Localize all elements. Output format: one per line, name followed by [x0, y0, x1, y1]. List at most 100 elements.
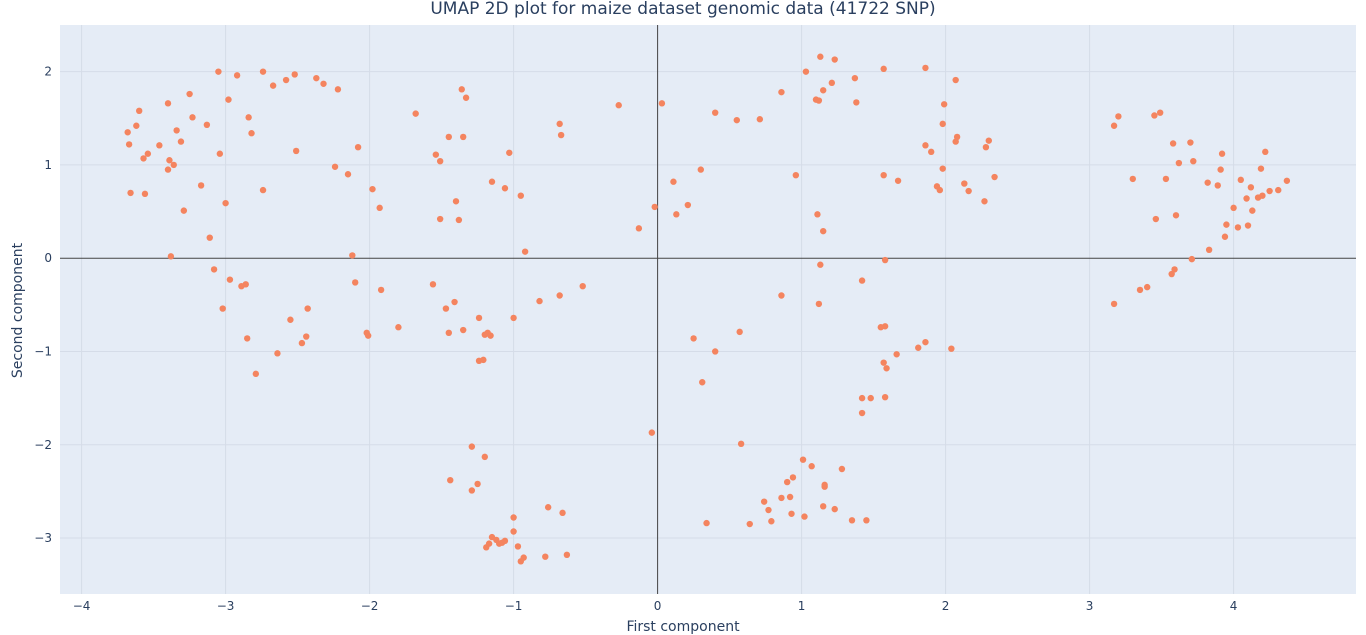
data-point[interactable] — [817, 53, 824, 60]
data-point[interactable] — [712, 348, 719, 355]
data-point[interactable] — [673, 211, 680, 218]
data-point[interactable] — [125, 141, 133, 148]
data-point[interactable] — [1175, 159, 1183, 167]
data-point[interactable] — [1247, 184, 1255, 191]
data-point[interactable] — [1205, 246, 1213, 254]
data-point[interactable] — [352, 279, 359, 286]
data-point[interactable] — [1151, 112, 1158, 119]
data-point[interactable] — [936, 186, 944, 194]
data-point[interactable] — [881, 256, 889, 264]
data-point[interactable] — [206, 234, 213, 241]
data-point[interactable] — [455, 216, 463, 224]
data-point[interactable] — [784, 478, 791, 486]
data-point[interactable] — [559, 509, 566, 517]
data-point[interactable] — [141, 190, 149, 198]
data-point[interactable] — [817, 261, 824, 268]
data-point[interactable] — [462, 94, 470, 101]
data-point[interactable] — [928, 148, 935, 156]
data-point[interactable] — [521, 248, 529, 255]
data-point[interactable] — [756, 116, 764, 123]
data-point[interactable] — [1188, 255, 1196, 263]
data-point[interactable] — [615, 102, 622, 109]
data-point[interactable] — [851, 74, 859, 82]
data-point[interactable] — [880, 359, 887, 366]
data-point[interactable] — [510, 314, 517, 322]
data-point[interactable] — [203, 121, 211, 129]
data-point[interactable] — [1204, 179, 1211, 186]
data-point[interactable] — [768, 518, 775, 525]
data-point[interactable] — [303, 333, 310, 340]
data-point[interactable] — [222, 199, 229, 207]
data-point[interactable] — [510, 514, 517, 521]
data-point[interactable] — [369, 185, 376, 193]
data-point[interactable] — [292, 147, 300, 155]
data-point[interactable] — [699, 379, 706, 386]
data-point[interactable] — [1110, 122, 1118, 129]
data-point[interactable] — [124, 129, 131, 136]
data-point[interactable] — [475, 314, 483, 322]
data-point[interactable] — [274, 350, 281, 357]
data-point[interactable] — [737, 440, 745, 448]
data-point[interactable] — [133, 122, 140, 129]
data-point[interactable] — [1244, 222, 1252, 229]
data-point[interactable] — [863, 517, 870, 524]
data-point[interactable] — [354, 143, 362, 151]
data-point[interactable] — [487, 332, 494, 339]
data-point[interactable] — [458, 86, 465, 93]
data-point[interactable] — [215, 68, 222, 75]
data-point[interactable] — [939, 120, 946, 128]
data-point[interactable] — [485, 540, 493, 547]
data-point[interactable] — [514, 543, 522, 550]
data-point[interactable] — [436, 157, 444, 165]
data-point[interactable] — [1249, 207, 1256, 214]
data-point[interactable] — [1243, 195, 1250, 202]
data-point[interactable] — [313, 74, 320, 82]
data-point[interactable] — [517, 192, 524, 199]
data-point[interactable] — [177, 138, 185, 145]
data-point[interactable] — [510, 528, 517, 535]
data-point[interactable] — [506, 149, 513, 156]
plot-area[interactable] — [60, 25, 1356, 594]
data-point[interactable] — [474, 480, 481, 488]
data-point[interactable] — [1136, 286, 1144, 294]
data-point[interactable] — [831, 56, 838, 63]
data-point[interactable] — [269, 82, 277, 89]
data-point[interactable] — [377, 286, 385, 294]
data-point[interactable] — [838, 465, 846, 473]
data-point[interactable] — [167, 253, 175, 260]
data-point[interactable] — [801, 513, 808, 520]
data-point[interactable] — [216, 150, 224, 157]
data-point[interactable] — [1275, 186, 1282, 194]
data-point[interactable] — [697, 166, 704, 173]
data-point[interactable] — [1259, 192, 1266, 199]
data-point[interactable] — [799, 456, 807, 463]
data-point[interactable] — [460, 326, 467, 334]
data-point[interactable] — [320, 80, 327, 87]
data-point[interactable] — [349, 252, 356, 259]
data-point[interactable] — [557, 131, 565, 139]
data-point[interactable] — [736, 328, 743, 336]
data-point[interactable] — [1217, 166, 1224, 173]
data-point[interactable] — [173, 127, 180, 134]
data-point[interactable] — [282, 76, 290, 84]
data-point[interactable] — [436, 215, 444, 223]
data-point[interactable] — [156, 142, 163, 149]
data-point[interactable] — [197, 182, 205, 189]
data-point[interactable] — [965, 187, 972, 195]
data-point[interactable] — [395, 324, 402, 331]
data-point[interactable] — [536, 297, 543, 305]
data-point[interactable] — [210, 266, 218, 273]
data-point[interactable] — [778, 88, 785, 96]
data-point[interactable] — [820, 87, 827, 94]
data-point[interactable] — [1168, 270, 1175, 278]
data-point[interactable] — [481, 453, 488, 461]
data-point[interactable] — [922, 64, 929, 72]
data-point[interactable] — [981, 198, 988, 205]
data-point[interactable] — [1187, 139, 1194, 146]
data-point[interactable] — [501, 537, 509, 545]
data-point[interactable] — [563, 551, 571, 559]
data-point[interactable] — [248, 130, 255, 137]
data-point[interactable] — [788, 510, 795, 517]
data-point[interactable] — [648, 429, 656, 436]
data-point[interactable] — [579, 282, 586, 290]
